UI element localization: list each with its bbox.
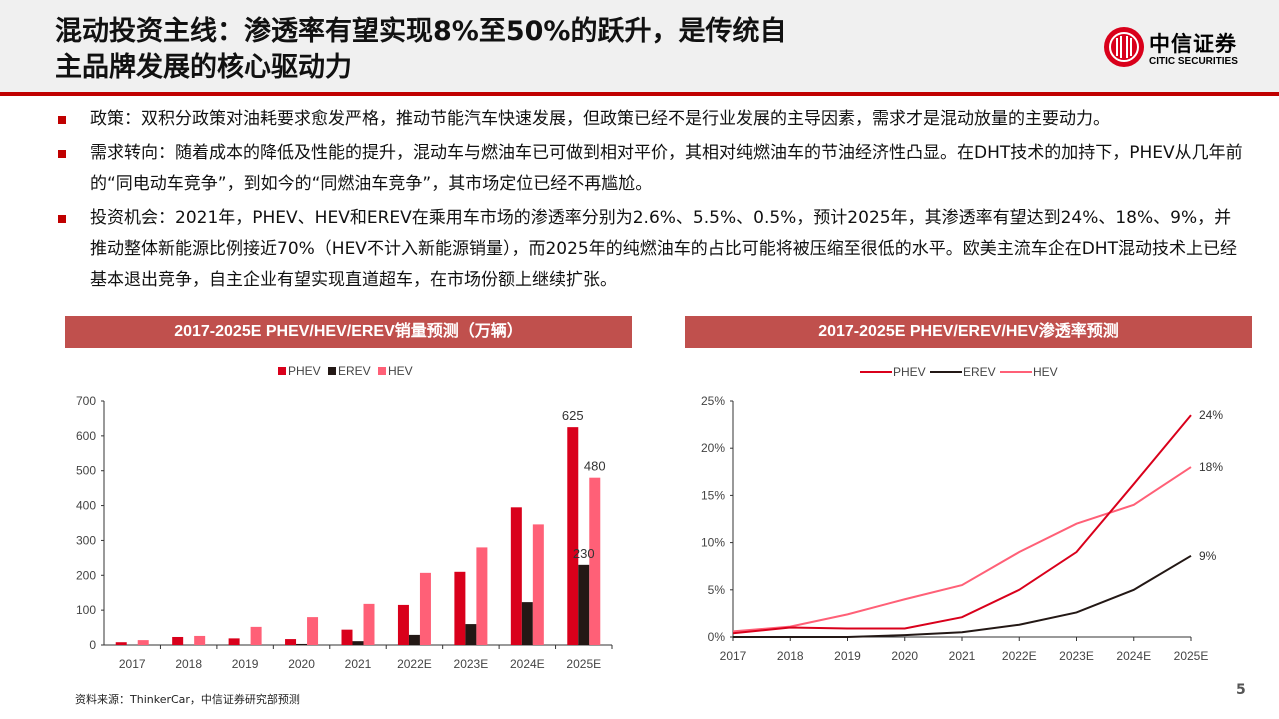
legend-label: HEV — [388, 364, 413, 378]
legend-swatch-phev — [278, 367, 286, 375]
bullet-text: 政策：双积分政策对油耗要求愈发严格，推动节能汽车快速发展，但政策已经不是行业发展… — [90, 109, 1110, 129]
bar-hev — [194, 635, 206, 645]
bullet-demand: 需求转向：随着成本的降低及性能的提升，混动车与燃油车已可做到相对平价，其相对纯燃… — [58, 138, 1248, 200]
y-tick-label: 20% — [701, 441, 725, 455]
legend-label: EREV — [338, 364, 371, 378]
y-tick-label: 10% — [701, 536, 725, 550]
legend-label: PHEV — [893, 365, 926, 379]
y-tick-label: 600 — [76, 429, 96, 443]
end-label-phev: 24% — [1199, 408, 1223, 422]
y-tick-label: 500 — [76, 464, 96, 478]
end-label-hev: 18% — [1199, 460, 1223, 474]
bar-erev — [408, 634, 420, 645]
bar-hev — [307, 617, 319, 645]
x-tick-label: 2019 — [232, 657, 259, 671]
bar-chart-title: 2017-2025E PHEV/HEV/EREV销量预测（万辆） — [65, 316, 632, 348]
y-tick-label: 15% — [701, 488, 725, 502]
x-tick-label: 2018 — [777, 649, 804, 663]
line-erev — [733, 554, 1192, 638]
y-tick-label: 5% — [708, 583, 726, 597]
bullet-text: 需求转向：随着成本的降低及性能的提升，混动车与燃油车已可做到相对平价，其相对纯燃… — [90, 143, 1243, 194]
bar-erev — [578, 564, 590, 645]
bullet-policy: 政策：双积分政策对油耗要求愈发严格，推动节能汽车快速发展，但政策已经不是行业发展… — [58, 104, 1248, 135]
y-tick-label: 25% — [701, 394, 725, 408]
line-phev — [732, 414, 1192, 635]
citic-emblem-icon — [1104, 27, 1144, 67]
legend-label: EREV — [963, 365, 996, 379]
y-tick-label: 100 — [76, 603, 96, 617]
x-tick-label: 2023E — [454, 657, 489, 671]
page-number: 5 — [1236, 682, 1246, 698]
end-label-erev: 9% — [1199, 549, 1217, 563]
data-label: 230 — [573, 546, 595, 561]
x-tick-label: 2017 — [119, 657, 146, 671]
bullet-text: 投资机会：2021年，PHEV、HEV和EREV在乘用车市场的渗透率分别为2.6… — [90, 208, 1237, 290]
x-tick-label: 2024E — [1116, 649, 1151, 663]
citic-logo: 中信证券 CITIC SECURITIES — [1103, 26, 1263, 70]
bar-phev — [397, 604, 409, 645]
x-tick-label: 2021 — [345, 657, 372, 671]
y-tick-label: 200 — [76, 568, 96, 582]
legend-label: PHEV — [288, 364, 321, 378]
data-label: 625 — [562, 408, 584, 423]
header-band — [0, 0, 1279, 92]
x-tick-label: 2021 — [949, 649, 976, 663]
x-tick-label: 2022E — [397, 657, 432, 671]
x-tick-label: 2025E — [566, 657, 601, 671]
y-tick-label: 300 — [76, 533, 96, 547]
x-tick-label: 2022E — [1002, 649, 1037, 663]
bar-erev — [296, 643, 308, 645]
bar-hev — [250, 626, 262, 645]
bullet-marker — [58, 150, 66, 158]
line-hev — [732, 466, 1192, 633]
bar-phev — [567, 427, 579, 645]
x-tick-label: 2024E — [510, 657, 545, 671]
bar-hev — [137, 640, 149, 645]
y-tick-label: 0% — [708, 630, 726, 644]
bullet-investment: 投资机会：2021年，PHEV、HEV和EREV在乘用车市场的渗透率分别为2.6… — [58, 203, 1248, 296]
bar-erev — [521, 602, 533, 645]
title-line-1: 混动投资主线：渗透率有望实现8%至50%的跃升，是传统自 — [55, 16, 787, 47]
x-tick-label: 2018 — [175, 657, 202, 671]
legend-swatch-hev — [378, 367, 386, 375]
bar-hev — [589, 477, 601, 645]
x-tick-label: 2019 — [834, 649, 861, 663]
bar-hev — [532, 524, 544, 645]
bar-phev — [285, 639, 297, 645]
bar-hev — [363, 603, 375, 645]
page-title: 混动投资主线：渗透率有望实现8%至50%的跃升，是传统自 主品牌发展的核心驱动力 — [55, 14, 955, 86]
y-tick-label: 0 — [89, 638, 96, 652]
bar-phev — [341, 629, 353, 645]
bullet-marker — [58, 116, 66, 124]
y-tick-label: 400 — [76, 499, 96, 513]
legend-label: HEV — [1033, 365, 1058, 379]
bar-erev — [352, 641, 364, 645]
bullet-marker — [58, 215, 66, 223]
data-label: 480 — [584, 459, 606, 474]
line-chart-title: 2017-2025E PHEV/EREV/HEV渗透率预测 — [685, 316, 1252, 348]
x-tick-label: 2020 — [288, 657, 315, 671]
bar-phev — [228, 638, 240, 645]
x-tick-label: 2020 — [891, 649, 918, 663]
legend-swatch-erev — [328, 367, 336, 375]
logo-text-cn: 中信证券 — [1149, 32, 1237, 56]
header-divider — [0, 92, 1279, 96]
bar-erev — [465, 624, 477, 645]
x-tick-label: 2017 — [720, 649, 747, 663]
x-tick-label: 2025E — [1174, 649, 1209, 663]
line-chart: 0% 5% 10% 15% 20% 25% 2017 2018 2019 2020 2021 2022… — [701, 365, 1223, 663]
source-note: 资料来源：ThinkerCar，中信证券研究部预测 — [75, 693, 300, 706]
x-tick-label: 2023E — [1059, 649, 1094, 663]
bar-phev — [454, 571, 466, 645]
title-line-2: 主品牌发展的核心驱动力 — [55, 52, 352, 83]
bar-phev — [115, 642, 127, 645]
bar-phev — [172, 636, 184, 645]
bar-hev — [476, 547, 488, 645]
logo-text-en: CITIC SECURITIES — [1149, 56, 1238, 67]
bullet-list: 政策：双积分政策对油耗要求愈发严格，推动节能汽车快速发展，但政策已经不是行业发展… — [58, 104, 1248, 299]
bar-chart: 0 100 200 300 400 500 600 700 2017 2018 2019 2020 20… — [76, 364, 613, 671]
bar-phev — [510, 507, 522, 645]
bar-hev — [419, 572, 431, 645]
y-tick-label: 700 — [76, 394, 96, 408]
